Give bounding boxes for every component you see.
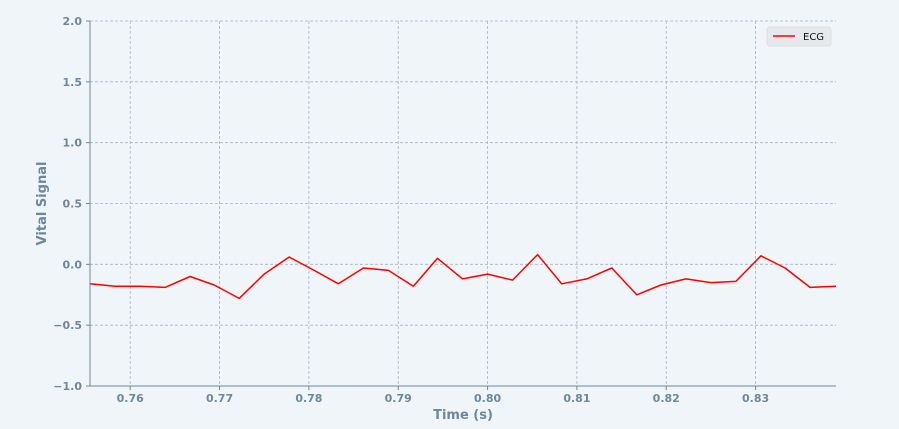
x-tick-label: 0.76 xyxy=(117,392,144,405)
x-tick-label: 0.77 xyxy=(206,392,233,405)
axes xyxy=(86,20,836,390)
series-layer xyxy=(89,253,837,300)
legend: ECG xyxy=(766,26,832,47)
legend-label-ecg: ECG xyxy=(803,32,824,43)
y-tick-label: 0.5 xyxy=(63,198,83,211)
series-line-ecg xyxy=(89,253,837,300)
y-tick-label: 1.5 xyxy=(63,76,83,89)
legend-box xyxy=(766,26,832,47)
y-tick-label: −0.5 xyxy=(53,319,82,332)
x-tick-label: 0.82 xyxy=(653,392,680,405)
x-axis-title: Time (s) xyxy=(433,408,493,423)
tick-labels: 0.76 0.77 0.78 0.79 0.80 0.81 0.82 0.83 −1.0 −0.5… xyxy=(53,15,769,405)
y-tick-label: 2.0 xyxy=(63,15,83,28)
y-tick-label: −1.0 xyxy=(53,380,82,393)
x-tick-label: 0.78 xyxy=(295,392,322,405)
y-tick-label: 0.0 xyxy=(63,258,83,271)
x-tick-label: 0.79 xyxy=(385,392,412,405)
x-tick-label: 0.83 xyxy=(742,392,769,405)
y-axis-title: Vital Signal xyxy=(35,162,50,246)
x-tick-label: 0.81 xyxy=(563,392,590,405)
x-tick-label: 0.80 xyxy=(474,392,501,405)
y-tick-label: 1.0 xyxy=(63,137,83,150)
